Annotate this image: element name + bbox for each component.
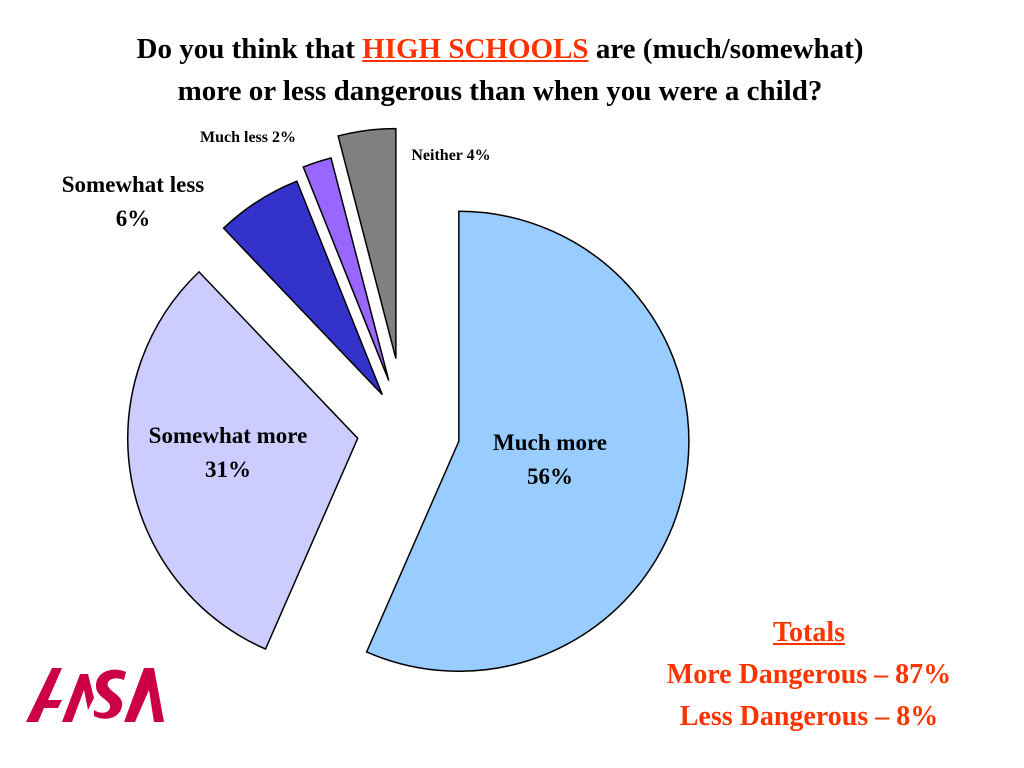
pie-slice-much-less (302, 157, 390, 381)
title-prefix: Do you think that (136, 33, 355, 65)
pie-slice-somewhat-less (222, 180, 383, 396)
slice-label-somewhat-more: Somewhat more 31% (149, 423, 308, 482)
totals-less-dangerous: Less Dangerous – 8% (679, 701, 939, 732)
totals-more-dangerous: More Dangerous – 87% (666, 659, 952, 690)
pie-labels: Much more 56% Somewhat more 31% Somewhat les… (62, 129, 607, 489)
slice-label-much-more: Much more 56% (493, 430, 607, 489)
slice-label-somewhat-less: Somewhat less 6% (62, 172, 205, 231)
totals-box: Totals More Dangerous – 87% Less Dangero… (600, 612, 1018, 738)
pie-slice-somewhat-more (126, 270, 359, 651)
asa-logo (26, 668, 164, 722)
pie-slice-neither (337, 127, 397, 359)
pie-slices (126, 127, 690, 672)
pie-slice-much-more (365, 210, 690, 672)
totals-heading: Totals (772, 617, 846, 648)
title-suffix: are (much/somewhat) (595, 33, 864, 65)
title-line2: more or less dangerous than when you wer… (177, 75, 823, 107)
title-emphasis: HIGH SCHOOLS (362, 33, 589, 65)
slice-label-much-less: Much less 2% (200, 129, 296, 146)
slice-label-neither: Neither 4% (411, 147, 490, 164)
chart-title: Do you think that HIGH SCHOOLS are (much… (0, 28, 1000, 112)
